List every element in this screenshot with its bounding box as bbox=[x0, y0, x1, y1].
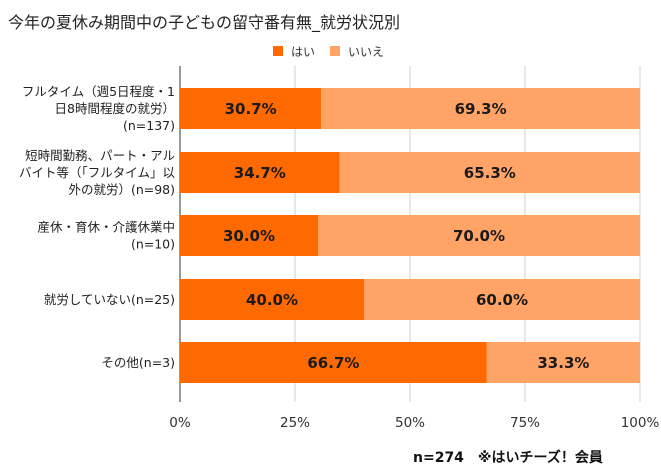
category-label: 産休・育休・介護休業中 bbox=[37, 220, 175, 235]
bar-yes bbox=[180, 215, 318, 256]
chart-title: 今年の夏休み期間中の子どもの留守番有無_就労状況別 bbox=[8, 13, 400, 33]
bar-no bbox=[321, 88, 640, 129]
category-label: 日8時間程度の就労） bbox=[55, 101, 175, 116]
bar-no bbox=[486, 342, 640, 383]
data-label: 33.3% bbox=[537, 354, 589, 372]
bar-no bbox=[364, 279, 640, 320]
legend-label: はい bbox=[291, 45, 315, 59]
category-label: フルタイム（週5日程度・1 bbox=[22, 84, 175, 99]
sample-note: n=274 ※はいチーズ！会員 bbox=[413, 449, 603, 466]
category-label: バイト等（「フルタイム」以 bbox=[19, 165, 176, 180]
data-label: 40.0% bbox=[246, 291, 298, 309]
x-tick-labels: 0% 25% 50% 75% 100% bbox=[169, 415, 659, 431]
category-label: 短時間勤務、パート・アル bbox=[25, 148, 175, 163]
x-tick-label: 50% bbox=[395, 415, 425, 431]
bar-yes bbox=[180, 152, 340, 193]
category-label: 就労していない(n=25) bbox=[44, 292, 175, 307]
data-label: 69.3% bbox=[455, 100, 507, 118]
bar-yes bbox=[180, 342, 487, 383]
category-labels: フルタイム（週5日程度・1 日8時間程度の就労） (n=137) 短時間勤務、パート・… bbox=[19, 84, 176, 370]
data-label: 30.7% bbox=[225, 100, 277, 118]
legend-swatch bbox=[330, 46, 340, 56]
category-label: その他(n=3) bbox=[101, 355, 175, 370]
x-tick-label: 75% bbox=[510, 415, 540, 431]
category-label: 外の就労）(n=98) bbox=[68, 182, 175, 197]
bar-yes bbox=[180, 88, 322, 129]
category-label: (n=10) bbox=[131, 237, 175, 252]
legend: はい いいえ bbox=[273, 45, 384, 59]
data-label: 70.0% bbox=[453, 227, 505, 245]
x-tick-label: 0% bbox=[169, 415, 191, 431]
data-label: 34.7% bbox=[234, 164, 286, 182]
data-label: 60.0% bbox=[476, 291, 528, 309]
category-label: (n=137) bbox=[123, 118, 175, 133]
bar-yes bbox=[180, 279, 364, 320]
legend-swatch bbox=[273, 46, 283, 56]
legend-label: いいえ bbox=[348, 45, 384, 59]
x-tick-label: 25% bbox=[280, 415, 310, 431]
data-label: 30.0% bbox=[223, 227, 275, 245]
bar-no bbox=[318, 215, 640, 256]
x-tick-label: 100% bbox=[621, 415, 660, 431]
bars: 30.7% 69.3% 34.7% 65.3% 30.0% 70.0% 40.0% 60.0%… bbox=[180, 88, 640, 383]
data-label: 65.3% bbox=[464, 164, 516, 182]
bar-no bbox=[339, 152, 640, 193]
data-label: 66.7% bbox=[307, 354, 359, 372]
